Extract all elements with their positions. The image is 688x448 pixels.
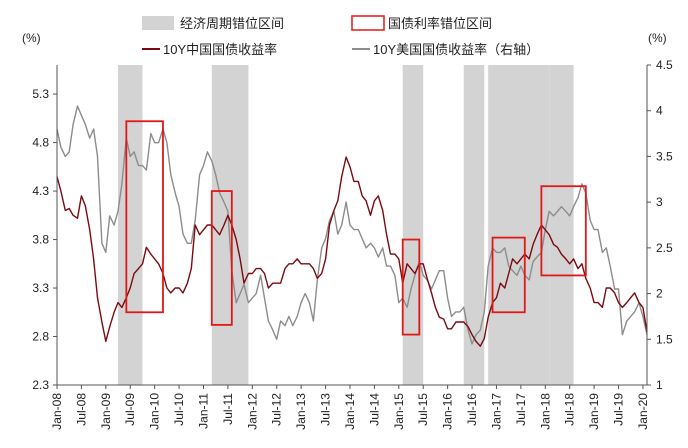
- shaded-period-6: [549, 65, 574, 385]
- shaded-period-2: [211, 65, 249, 385]
- right-tick-label: 4.5: [656, 58, 673, 72]
- right-tick-label: 1: [656, 378, 663, 392]
- x-tick-label: Jan-16: [441, 393, 455, 430]
- shaded-period-3: [402, 65, 424, 385]
- axes: 2.3 2.8 3.3 3.8 4.3 4.8 5.3 1 1.5 2 2.5 3 3.5 4 4.5 Jan…: [32, 58, 673, 430]
- shaded-period-5: [488, 65, 550, 385]
- x-tick-label: Jul-15: [416, 393, 430, 426]
- divergence-box-2: [210, 190, 233, 326]
- x-tick-label: Jul-17: [514, 393, 528, 426]
- x-tick-label: Jul-14: [367, 393, 381, 426]
- legend-box-swatch: [351, 15, 385, 31]
- legend-shade-swatch: [142, 16, 174, 30]
- x-tick-label: Jan-14: [343, 393, 357, 430]
- china-10y-yield-line: [56, 156, 648, 347]
- left-tick-label: 4.8: [32, 136, 49, 150]
- x-tick-label: Jul-16: [465, 393, 479, 426]
- x-tick-label: Jul-18: [563, 393, 577, 426]
- us-10y-yield-line: [56, 105, 648, 345]
- x-tick-label: Jan-15: [392, 393, 406, 430]
- x-tick-label: Jul-09: [123, 393, 137, 426]
- series-lines: [56, 105, 648, 347]
- x-tick-label: Jul-08: [74, 393, 88, 426]
- x-tick-label: Jul-19: [612, 393, 626, 426]
- left-tick-label: 4.3: [32, 184, 49, 198]
- divergence-box-4: [491, 236, 526, 314]
- shaded-period-4: [463, 65, 485, 385]
- x-tick-label: Jul-11: [221, 393, 235, 425]
- x-tick-label: Jan-17: [489, 393, 503, 430]
- x-tick-label: Jan-09: [99, 393, 113, 430]
- divergence-box-3: [401, 238, 421, 336]
- legend-us-label: 10Y美国国债收益率（右轴）: [373, 42, 539, 57]
- right-tick-label: 3.5: [656, 149, 673, 163]
- left-tick-label: 3.8: [32, 233, 49, 247]
- x-tick-label: Jul-12: [270, 393, 284, 426]
- right-tick-label: 2: [656, 287, 663, 301]
- x-tick-label: Jul-13: [319, 393, 333, 426]
- divergence-boxes: [125, 120, 587, 336]
- right-tick-label: 3: [656, 195, 663, 209]
- x-tick-label: Jul-10: [172, 393, 186, 426]
- legend: 经济周期错位区间 国债利率错位区间 10Y中国国债收益率 10Y美国国债收益率（…: [142, 15, 539, 57]
- x-tick-label: Jan-18: [538, 393, 552, 430]
- x-tick-label: Jan-12: [245, 393, 259, 430]
- left-tick-label: 5.3: [32, 87, 49, 101]
- x-tick-label: Jan-13: [294, 393, 308, 430]
- shaded-periods: [118, 65, 574, 385]
- x-tick-label: Jan-08: [50, 393, 64, 430]
- right-tick-label: 2.5: [656, 241, 673, 255]
- legend-china-label: 10Y中国国债收益率: [163, 42, 277, 57]
- legend-shade-label: 经济周期错位区间: [180, 16, 284, 31]
- right-tick-label: 1.5: [656, 332, 673, 346]
- x-tick-label: Jan-20: [636, 393, 650, 430]
- x-tick-label: Jan-10: [148, 393, 162, 430]
- left-tick-label: 2.3: [32, 378, 49, 392]
- left-tick-label: 2.8: [32, 330, 49, 344]
- shaded-period-1: [118, 65, 143, 385]
- divergence-box-5: [540, 185, 587, 277]
- legend-box-label: 国债利率错位区间: [388, 16, 492, 31]
- divergence-box-1: [125, 120, 164, 314]
- left-axis-unit: (%): [22, 31, 41, 45]
- right-tick-label: 4: [656, 104, 663, 118]
- right-axis-unit: (%): [648, 31, 667, 45]
- left-tick-label: 3.3: [32, 281, 49, 295]
- x-tick-label: Jan-19: [587, 393, 601, 430]
- x-tick-label: Jan-11: [196, 393, 210, 429]
